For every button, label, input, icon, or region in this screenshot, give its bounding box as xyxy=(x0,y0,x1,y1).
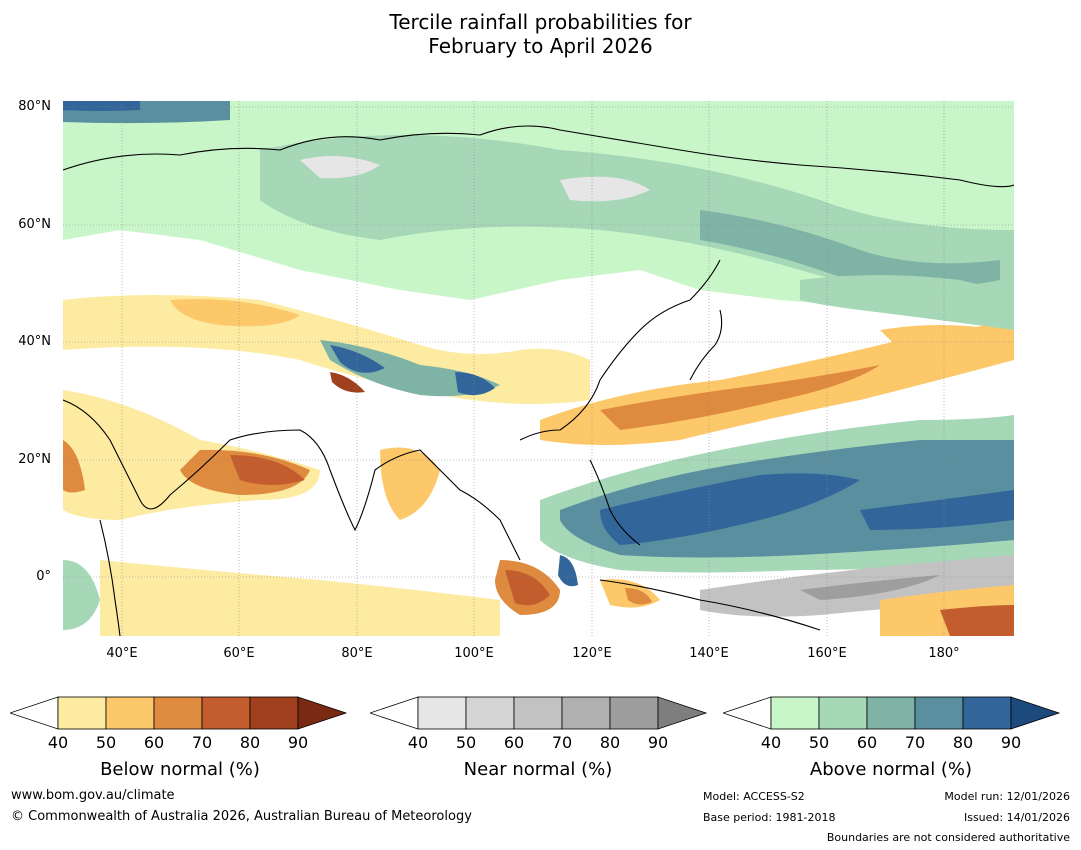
below-field-tibet-hotspot xyxy=(330,372,365,393)
above-field-north-pacific xyxy=(800,275,1014,330)
below-field-arabia-west xyxy=(63,440,85,493)
colorbar-tick-label: 40 xyxy=(760,733,782,752)
colorbar-tick-label: 50 xyxy=(95,733,117,752)
graticule xyxy=(63,101,1014,636)
colorbar-tick-label: 50 xyxy=(455,733,477,752)
colorbar-tick-label: 70 xyxy=(191,733,213,752)
colorbar-segment xyxy=(57,696,107,730)
footer-model-run: Model run: 12/01/2026 xyxy=(944,790,1070,803)
near-field-north xyxy=(300,156,380,179)
colorbar-segment xyxy=(105,696,155,730)
colorbar-below xyxy=(10,696,348,730)
colorbar-segment xyxy=(818,696,868,730)
colorbar-segment xyxy=(962,696,1012,730)
footer-base-period: Base period: 1981-2018 xyxy=(703,811,836,824)
footer-url[interactable]: www.bom.gov.au/climate xyxy=(11,788,175,803)
colorbar-tick-label: 40 xyxy=(407,733,429,752)
lon-label-180: 180° xyxy=(928,646,960,661)
above-field-tibet xyxy=(320,340,500,397)
colorbar-tick-label: 50 xyxy=(808,733,830,752)
colorbar-segment xyxy=(513,696,563,730)
colorbar-tick-label: 80 xyxy=(599,733,621,752)
colorbar-segment xyxy=(770,696,820,730)
above-field-east-africa xyxy=(63,560,100,630)
colorbar-segment xyxy=(561,696,611,730)
above-field-west-pacific-4 xyxy=(860,490,1014,530)
below-field-central-asia-2 xyxy=(170,299,300,327)
below-field-indian-ocean xyxy=(100,560,500,636)
lat-label-60n: 60°N xyxy=(18,217,51,232)
colorbar-extend-high xyxy=(1010,696,1061,730)
below-field-bay-bengal xyxy=(380,447,440,520)
near-field-north-2 xyxy=(560,176,650,202)
lat-label-40n: 40°N xyxy=(18,334,51,349)
lon-label-160e: 160°E xyxy=(807,646,847,661)
below-field-arabia-3 xyxy=(230,455,305,485)
colorbar-segment xyxy=(153,696,203,730)
colorbar-tick-label: 60 xyxy=(143,733,165,752)
colorbar-extend-low xyxy=(10,696,59,730)
near-field-south-pacific-2 xyxy=(800,575,940,600)
colorbar-segment xyxy=(914,696,964,730)
colorbar-segment xyxy=(249,696,299,730)
colorbar-tick-label: 80 xyxy=(239,733,261,752)
colorbar-extend-high xyxy=(297,696,348,730)
colorbar-segment xyxy=(417,696,467,730)
colorbar-near xyxy=(370,696,708,730)
above-field-borneo xyxy=(558,555,578,587)
colorbar-above xyxy=(723,696,1061,730)
probability-fields xyxy=(63,101,1014,636)
lat-label-20n: 20°N xyxy=(18,452,51,467)
chart-title-line2: February to April 2026 xyxy=(428,34,653,58)
above-field-tibet-3 xyxy=(455,372,495,396)
colorbar-tick-label: 90 xyxy=(1000,733,1022,752)
footer-model: Model: ACCESS-S2 xyxy=(703,790,805,803)
coastlines xyxy=(63,125,1014,636)
above-field-west-pacific-3 xyxy=(600,473,860,545)
below-field-north-pacific xyxy=(880,325,1000,350)
above-field-tibet-2 xyxy=(330,345,385,373)
rainfall-map xyxy=(63,101,1014,636)
lon-label-100e: 100°E xyxy=(454,646,494,661)
colorbar-segment xyxy=(866,696,916,730)
colorbar-tick-label: 60 xyxy=(503,733,525,752)
colorbar-near-title: Near normal (%) xyxy=(463,759,613,780)
lon-label-80e: 80°E xyxy=(341,646,373,661)
colorbar-tick-label: 80 xyxy=(952,733,974,752)
colorbar-tick-label: 40 xyxy=(47,733,69,752)
below-field-maritime-2 xyxy=(505,570,550,606)
colorbar-tick-label: 60 xyxy=(856,733,878,752)
lon-label-40e: 40°E xyxy=(106,646,138,661)
colorbar-extend-high xyxy=(657,696,708,730)
footer-copyright: © Commonwealth of Australia 2026, Austra… xyxy=(11,809,472,824)
colorbar-extend-low xyxy=(723,696,772,730)
colorbar-segment xyxy=(465,696,515,730)
footer-boundaries: Boundaries are not considered authoritat… xyxy=(826,831,1070,844)
above-field-siberia-3 xyxy=(700,210,1000,288)
footer-issued: Issued: 14/01/2026 xyxy=(963,811,1070,824)
colorbar-segment xyxy=(201,696,251,730)
colorbar-tick-label: 70 xyxy=(551,733,573,752)
colorbar-extend-low xyxy=(370,696,419,730)
lon-label-120e: 120°E xyxy=(572,646,612,661)
colorbar-below-title: Below normal (%) xyxy=(100,759,260,780)
lon-label-60e: 60°E xyxy=(223,646,255,661)
below-field-maritime-4 xyxy=(625,588,652,605)
lon-label-140e: 140°E xyxy=(689,646,729,661)
colorbar-tick-label: 70 xyxy=(904,733,926,752)
above-field-arctic-2 xyxy=(63,101,140,111)
below-field-pacific-band-2 xyxy=(600,365,880,430)
chart-title-line1: Tercile rainfall probabilities for xyxy=(389,10,692,34)
colorbar-tick-label: 90 xyxy=(647,733,669,752)
colorbar-above-title: Above normal (%) xyxy=(809,759,973,780)
colorbar-tick-label: 90 xyxy=(287,733,309,752)
lat-label-80n: 80°N xyxy=(18,99,51,114)
lat-label-0: 0° xyxy=(36,569,51,584)
below-field-southeast-2 xyxy=(940,605,1014,636)
colorbar-segment xyxy=(609,696,659,730)
